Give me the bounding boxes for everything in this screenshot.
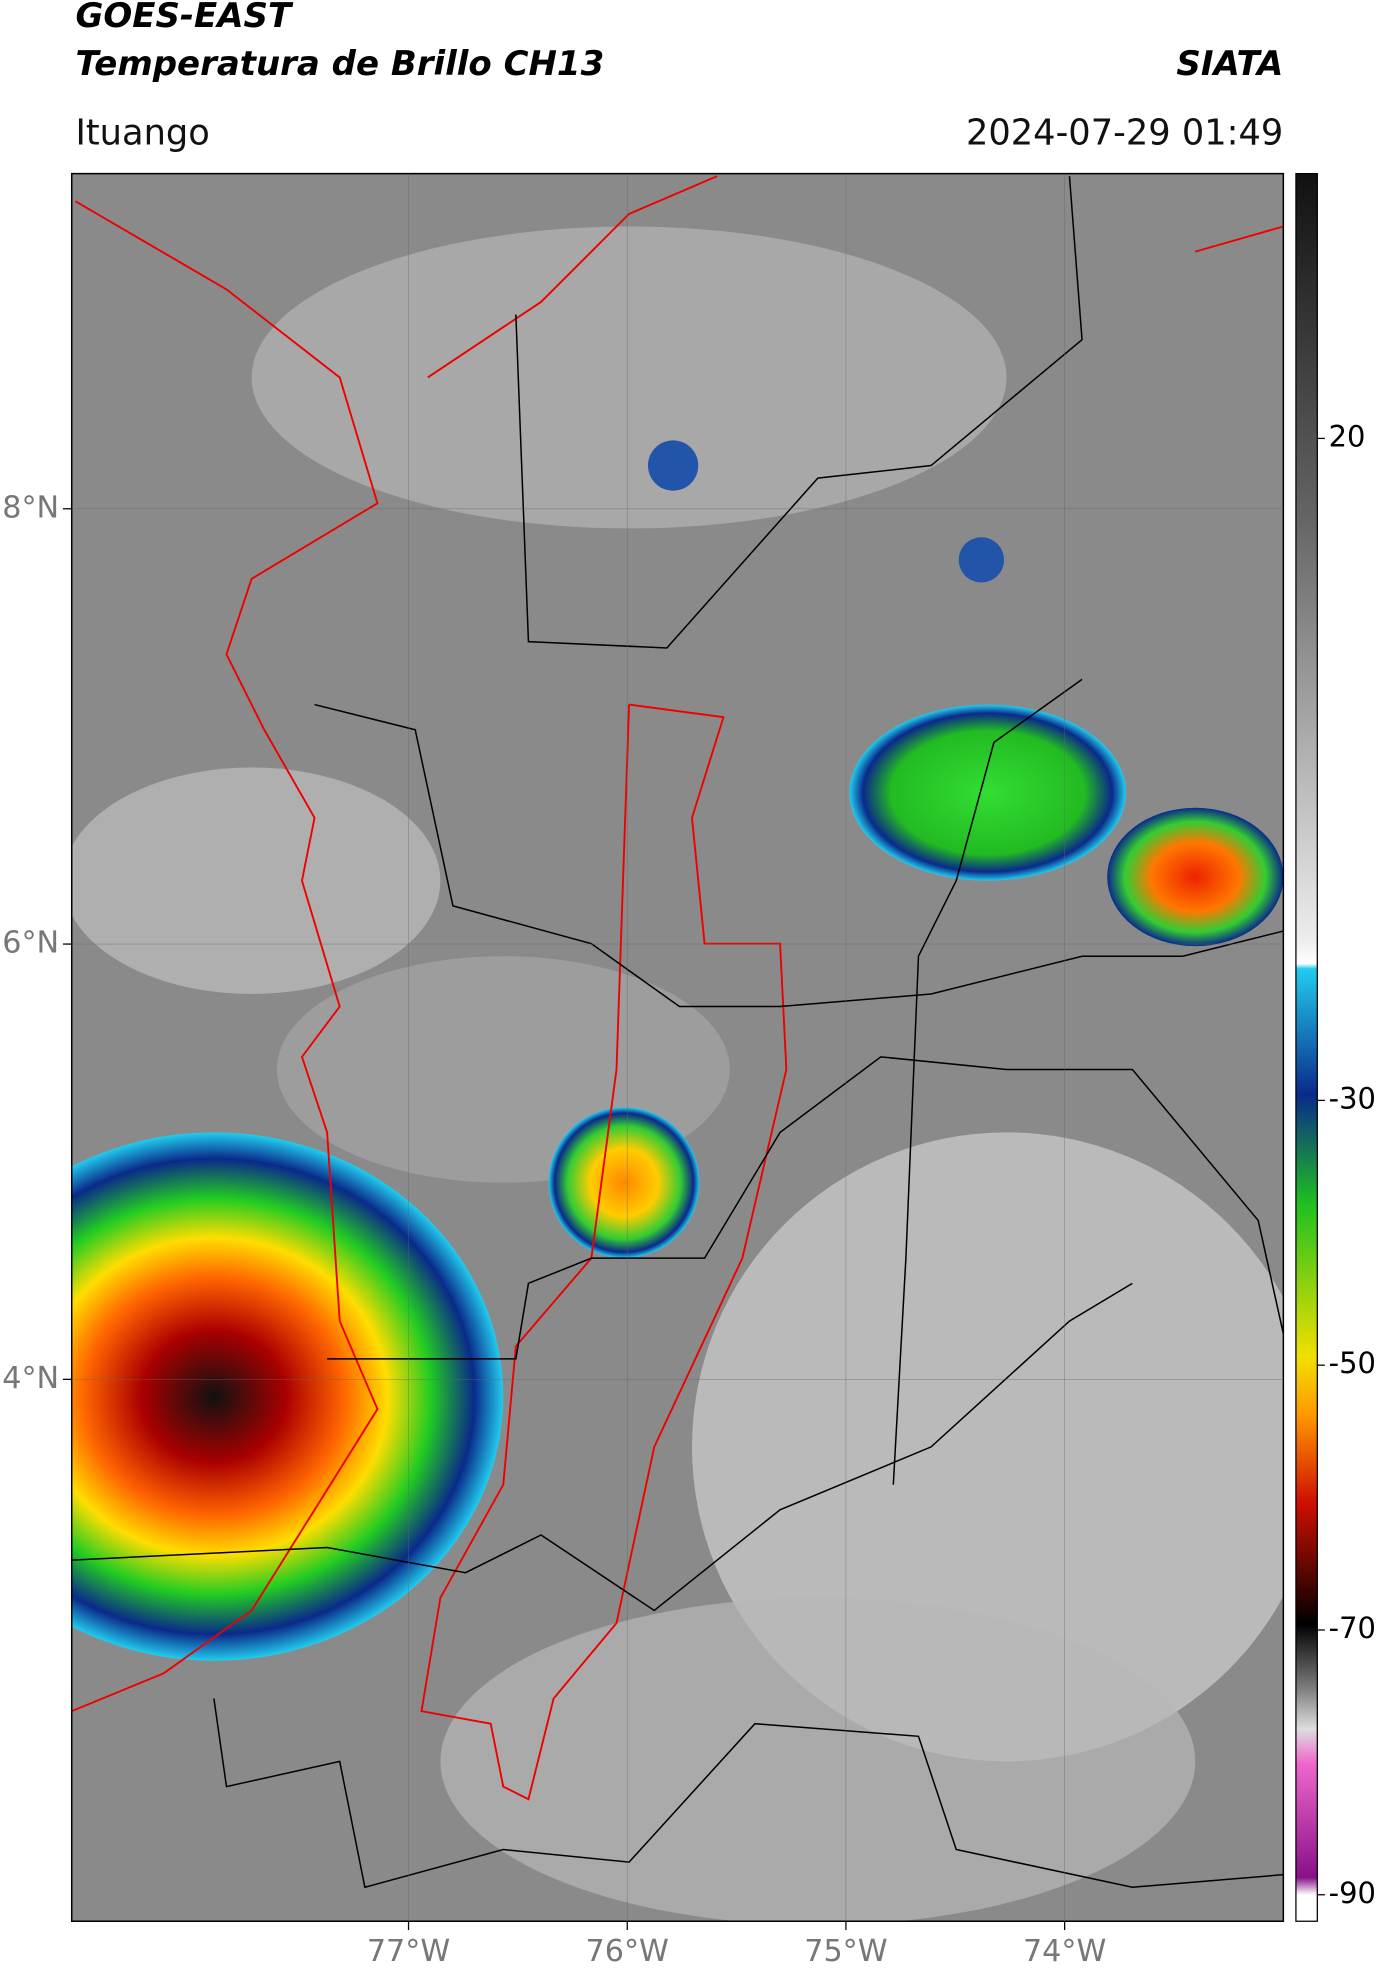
colorbar [1295,172,1318,1922]
y-tick-label: 6°N [2,926,59,961]
x-tick-label: 77°W [367,1934,450,1969]
colorbar-tick-label: 20 [1329,419,1366,453]
colorbar-tick-label: -90 [1329,1876,1376,1910]
x-tick-label: 76°W [586,1934,669,1969]
datetime: 2024-07-29 01:49 [966,113,1283,154]
y-tick-label: 4°N [2,1361,59,1396]
colorbar-tick-label: -30 [1329,1081,1376,1115]
colorbar-tick-label: -70 [1329,1611,1376,1645]
title: GOES-EAST [75,0,293,36]
location: Ituango [75,113,209,154]
y-tick-label: 8°N [2,490,59,525]
colorbar-tick-label: -50 [1329,1346,1376,1380]
x-tick-label: 75°W [804,1934,887,1969]
x-tick-label: 74°W [1023,1934,1106,1969]
brand: SIATA [1176,44,1283,84]
subtitle: Temperatura de Brillo CH13 [75,44,604,84]
map-frame [70,172,1285,1922]
satellite-image [71,173,1284,1922]
